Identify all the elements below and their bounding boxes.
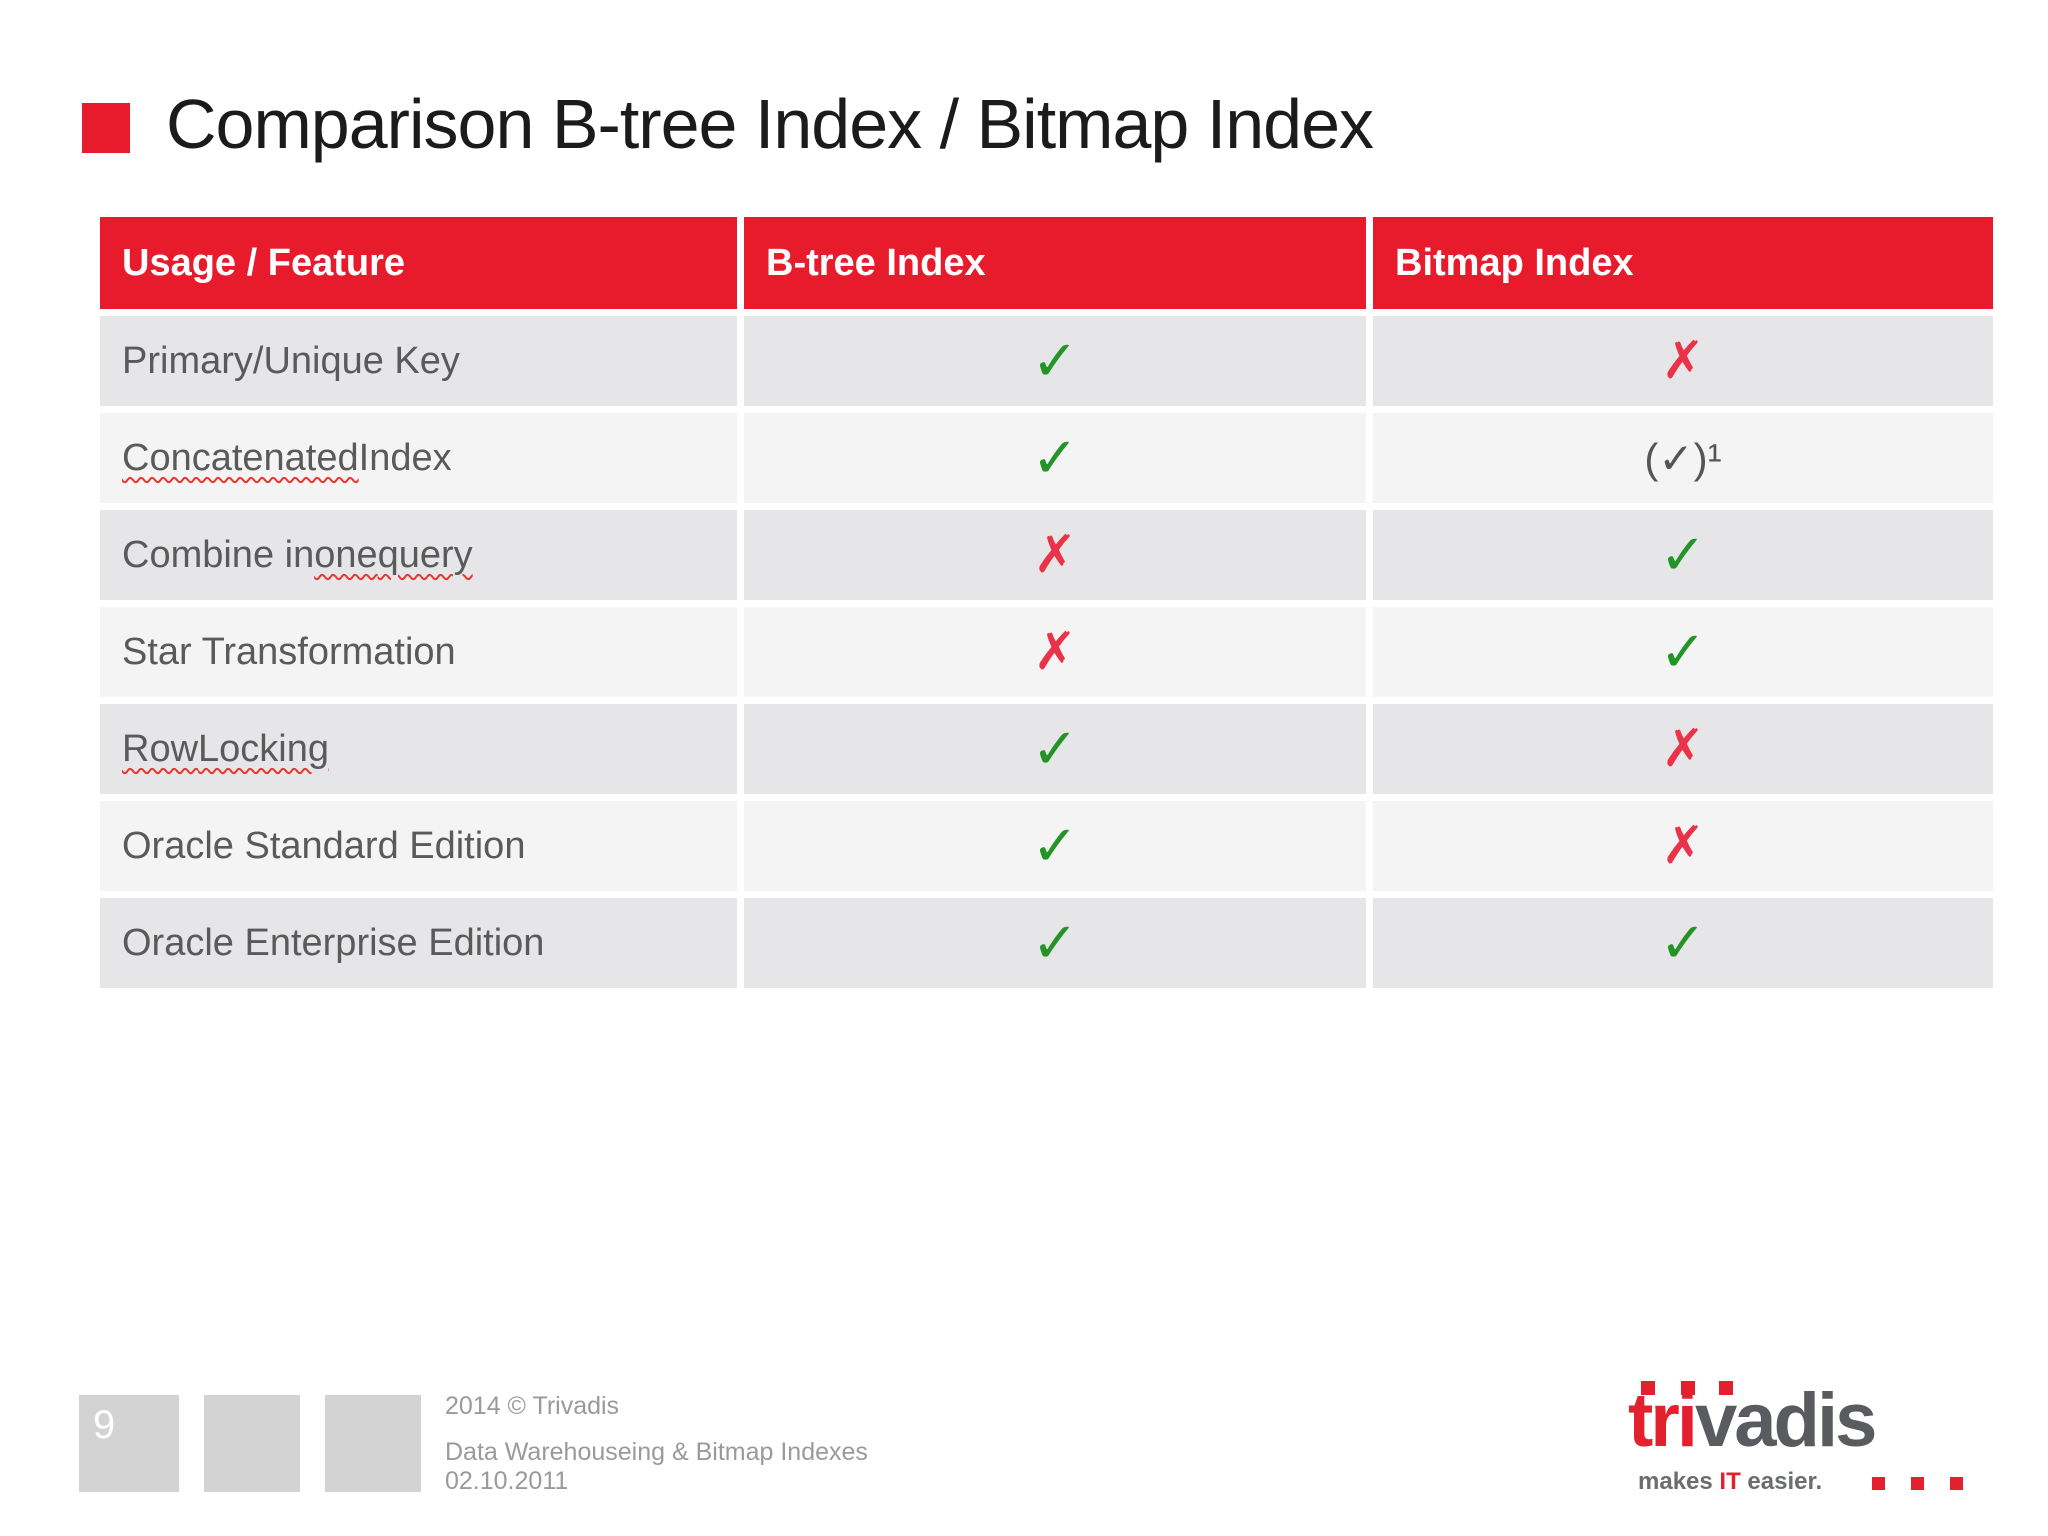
footer-text-block: 2014 © Trivadis Data Warehouseing & Bitm… [445,1392,868,1496]
feature-label-misspelled: Locking [198,727,330,770]
check-icon: ✓ [1031,911,1079,974]
bitmap-cell: ✗ [1373,704,1993,794]
bitmap-cell: ✗ [1373,801,1993,891]
feature-label: Primary/Unique Key [122,339,460,382]
btree-cell: ✗ [744,510,1366,600]
btree-cell: ✓ [744,898,1366,988]
table-header-bitmap-index: Bitmap Index [1373,217,1993,309]
feature-cell: Combine in one query [100,510,737,600]
logo-dot-icon [1950,1477,1963,1490]
feature-cell: Oracle Enterprise Edition [100,898,737,988]
title-block: Comparison B-tree Index / Bitmap Index [82,84,1374,164]
check-icon: ✓ [1031,717,1079,780]
feature-cell: Primary/Unique Key [100,316,737,406]
feature-label: Oracle Standard Edition [122,824,526,867]
feature-label: Oracle Enterprise Edition [122,921,545,964]
footer-date: 02.10.2011 [445,1467,569,1495]
title-bullet-square [82,103,130,153]
tagline-part: makes [1638,1468,1720,1495]
logo-tagline: makes IT easier. [1638,1468,1822,1496]
check-icon: ✓ [1659,523,1707,586]
bitmap-cell: ✗ [1373,316,1993,406]
check-icon: ✓ [1031,329,1079,392]
btree-cell: ✓ [744,704,1366,794]
cross-icon: ✗ [1661,817,1705,875]
footer-decor-tile [204,1395,300,1492]
cross-icon: ✗ [1661,720,1705,778]
bitmap-cell: (✓)¹ [1373,413,1993,503]
feature-label: Combine in [122,533,315,576]
feature-cell: Star Transformation [100,607,737,697]
logo-dot-icon [1719,1381,1733,1395]
check-icon: ✓ [1031,814,1079,877]
logo-dot-icon [1872,1477,1885,1490]
btree-cell: ✓ [744,801,1366,891]
bitmap-cell: ✓ [1373,607,1993,697]
page-number-tile: 9 [79,1395,179,1492]
table-header-btree-index: B-tree Index [744,217,1366,309]
btree-cell: ✓ [744,413,1366,503]
page-number: 9 [93,1403,116,1447]
logo-dot-icon [1911,1477,1924,1490]
feature-cell: Oracle Standard Edition [100,801,737,891]
feature-label: Index [358,436,452,479]
comparison-table: Usage / Feature B-tree Index Bitmap Inde… [100,217,1993,988]
page-title: Comparison B-tree Index / Bitmap Index [166,85,1374,163]
feature-label-misspelled: Row [122,727,199,770]
check-icon: ✓ [1659,911,1707,974]
feature-label-misspelled: one [314,533,378,576]
logo-dot-icon [1641,1381,1655,1395]
footer-copyright: 2014 © Trivadis [445,1392,620,1420]
table-header-usage-feature: Usage / Feature [100,217,737,309]
feature-label: Star Transformation [122,630,456,673]
feature-cell: Concatenated Index [100,413,737,503]
check-icon: ✓ [1659,620,1707,683]
btree-cell: ✓ [744,316,1366,406]
btree-cell: ✗ [744,607,1366,697]
cross-icon: ✗ [1033,526,1077,584]
feature-cell: Row Locking [100,704,737,794]
feature-label-misspelled: Concatenated [122,436,359,479]
feature-label-misspelled: query [377,533,473,576]
tagline-part: easier. [1740,1468,1823,1495]
bitmap-cell: ✓ [1373,898,1993,988]
bitmap-cell: ✓ [1373,510,1993,600]
cross-icon: ✗ [1033,623,1077,681]
trivadis-logo: trivadis [1628,1382,1877,1460]
check-conditional-icon: (✓)¹ [1644,434,1722,482]
footer-subject: Data Warehouseing & Bitmap Indexes [445,1438,868,1466]
cross-icon: ✗ [1661,332,1705,390]
tagline-part-red: IT [1719,1468,1741,1495]
logo-dot-icon [1681,1381,1695,1395]
footer-decor-tile [325,1395,421,1492]
check-icon: ✓ [1031,426,1079,489]
